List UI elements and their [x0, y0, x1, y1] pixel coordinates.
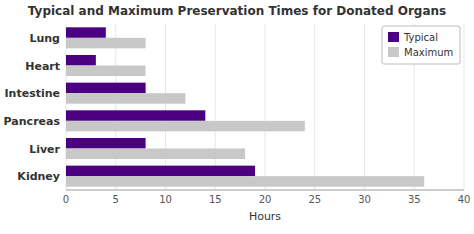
bar: [66, 38, 146, 49]
x-tick-label: 25: [308, 194, 321, 205]
grid-line: [165, 24, 166, 190]
chart-svg: Typical and Maximum Preservation Times f…: [0, 0, 474, 234]
bar: [66, 149, 245, 160]
legend-label: Typical: [403, 32, 438, 43]
chart-container: Typical and Maximum Preservation Times f…: [0, 0, 474, 234]
bar: [66, 176, 424, 187]
y-tick-label: Kidney: [17, 170, 60, 183]
x-tick-label: 20: [259, 194, 272, 205]
x-axis-line: [66, 190, 464, 191]
title: Typical and Maximum Preservation Times f…: [28, 4, 446, 18]
x-tick-label: 5: [113, 194, 119, 205]
legend: Typical Maximum: [382, 26, 460, 64]
bar: [66, 27, 106, 38]
bar: [66, 66, 146, 77]
legend-swatch: [388, 47, 399, 57]
x-tick-label: 30: [358, 194, 371, 205]
bar: [66, 83, 146, 94]
x-tick-label: 35: [408, 194, 421, 205]
legend-swatch: [388, 32, 399, 42]
x-axis-label: Hours: [249, 210, 281, 223]
grid-line: [314, 24, 315, 190]
x-tick-label: 40: [458, 194, 471, 205]
grid-line: [364, 24, 365, 190]
bars: [66, 27, 424, 186]
y-tick-label: Pancreas: [4, 115, 61, 128]
bar: [66, 55, 96, 66]
bar: [66, 121, 305, 132]
y-tick-label: Heart: [25, 60, 60, 73]
grid-line: [215, 24, 216, 190]
y-tick-label: Intestine: [4, 87, 60, 100]
bar: [66, 138, 146, 149]
y-tick-label: Liver: [29, 143, 60, 156]
grid-line: [464, 24, 465, 190]
bar: [66, 110, 205, 121]
grid-line: [115, 24, 116, 190]
legend-label: Maximum: [404, 47, 453, 58]
bar: [66, 93, 185, 104]
grid: [66, 24, 464, 190]
x-tick-label: 15: [209, 194, 222, 205]
grid-line: [66, 24, 67, 190]
grid-line: [265, 24, 266, 190]
legend-box: [382, 26, 460, 64]
y-tick-label: Lung: [29, 32, 60, 45]
x-tick-label: 0: [63, 194, 69, 205]
bar: [66, 166, 255, 177]
x-tick-label: 10: [159, 194, 172, 205]
